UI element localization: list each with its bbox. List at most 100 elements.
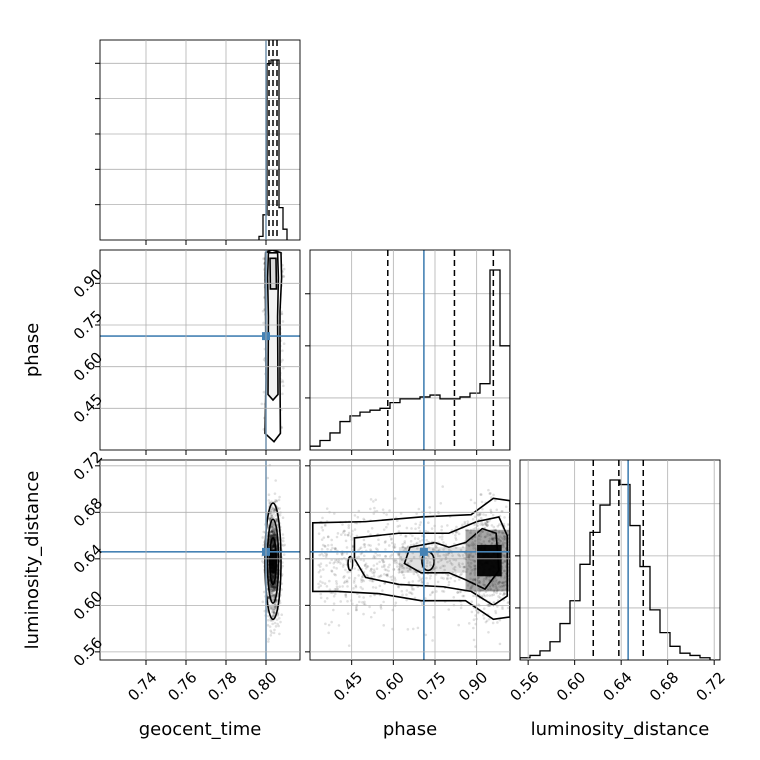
sample-point [328,561,332,565]
sample-point [346,585,349,588]
sample-point [397,553,400,557]
sample-point [272,597,276,600]
sample-point [488,492,492,495]
sample-point [270,589,273,592]
sample-point [269,586,273,589]
sample-point [272,544,275,547]
y-tick-label: 0.56 [70,634,106,670]
panel-frame [99,459,301,661]
sample-point [274,537,278,541]
sample-point [484,523,487,527]
sample-point [269,516,273,520]
sample-point [270,587,273,590]
sample-point [469,572,472,576]
sample-point [491,621,495,625]
sample-point [492,589,496,593]
sample-point [459,606,463,610]
sample-point [488,578,491,581]
sample-point [474,614,477,617]
sample-point [412,555,416,559]
sample-point [330,570,334,573]
sample-point [335,579,338,583]
sample-point [270,589,273,592]
sample-point [486,587,490,591]
sample-point [474,590,477,594]
sample-point [272,598,275,602]
sample-point [273,585,276,589]
sample-point [444,555,448,558]
sample-point [435,546,438,549]
sample-point [324,524,327,527]
sample-point [382,528,386,531]
sample-point [271,593,275,596]
x-tick-label: 0.80 [244,668,280,704]
sample-point [446,560,449,564]
sample-point [272,545,275,549]
sample-point [338,585,342,588]
sample-point [474,539,477,543]
sample-point [269,605,273,609]
sample-point [494,580,498,583]
sample-point [332,566,336,569]
sample-point [408,567,411,570]
sample-point [268,534,272,537]
sample-point [420,578,424,581]
sample-point [473,523,476,526]
sample-point [476,576,480,580]
sample-point [354,606,358,610]
sample-point [274,533,277,537]
sample-point [410,559,414,562]
sample-point [270,589,274,592]
sample-point [370,579,374,583]
sample-point [270,585,274,589]
sample-point [406,545,410,548]
sample-point [319,562,323,566]
sample-point [273,588,277,592]
sample-point [281,349,284,352]
sample-point [336,552,339,556]
sample-point [502,531,505,535]
sample-point [498,642,502,646]
sample-point [351,548,355,552]
sample-point [478,580,481,583]
sample-point [499,539,502,543]
sample-point [503,535,507,539]
sample-point [397,530,401,533]
sample-point [317,586,321,589]
sample-point [503,553,507,557]
sample-point [457,532,461,536]
sample-point [271,586,275,590]
scatter-phase-luminosity_distance [309,459,511,661]
sample-point [270,607,274,610]
sample-point [424,633,428,637]
sample-point [442,548,445,551]
sample-point [491,536,494,539]
sample-point [270,610,274,613]
sample-point [463,565,467,569]
sample-point [477,527,480,531]
sample-point [324,555,328,558]
sample-point [408,568,412,571]
sample-point [440,576,443,580]
sample-point [414,522,417,526]
sample-point [452,567,455,571]
sample-point [272,585,276,589]
sample-point [413,596,417,600]
sample-point [272,607,276,610]
sample-point [484,535,487,539]
sample-point [325,585,329,588]
sample-point [501,605,504,609]
sample-point [446,553,450,557]
sample-point [436,560,440,564]
sample-point [280,613,284,617]
sample-point [271,576,274,580]
sample-point [454,558,458,562]
sample-point [347,531,351,535]
sample-point [330,569,333,573]
sample-point [473,573,477,577]
sample-point [409,543,413,547]
sample-point [318,569,322,572]
sample-point [435,543,438,547]
sample-point [477,534,481,538]
sample-point [413,537,417,540]
